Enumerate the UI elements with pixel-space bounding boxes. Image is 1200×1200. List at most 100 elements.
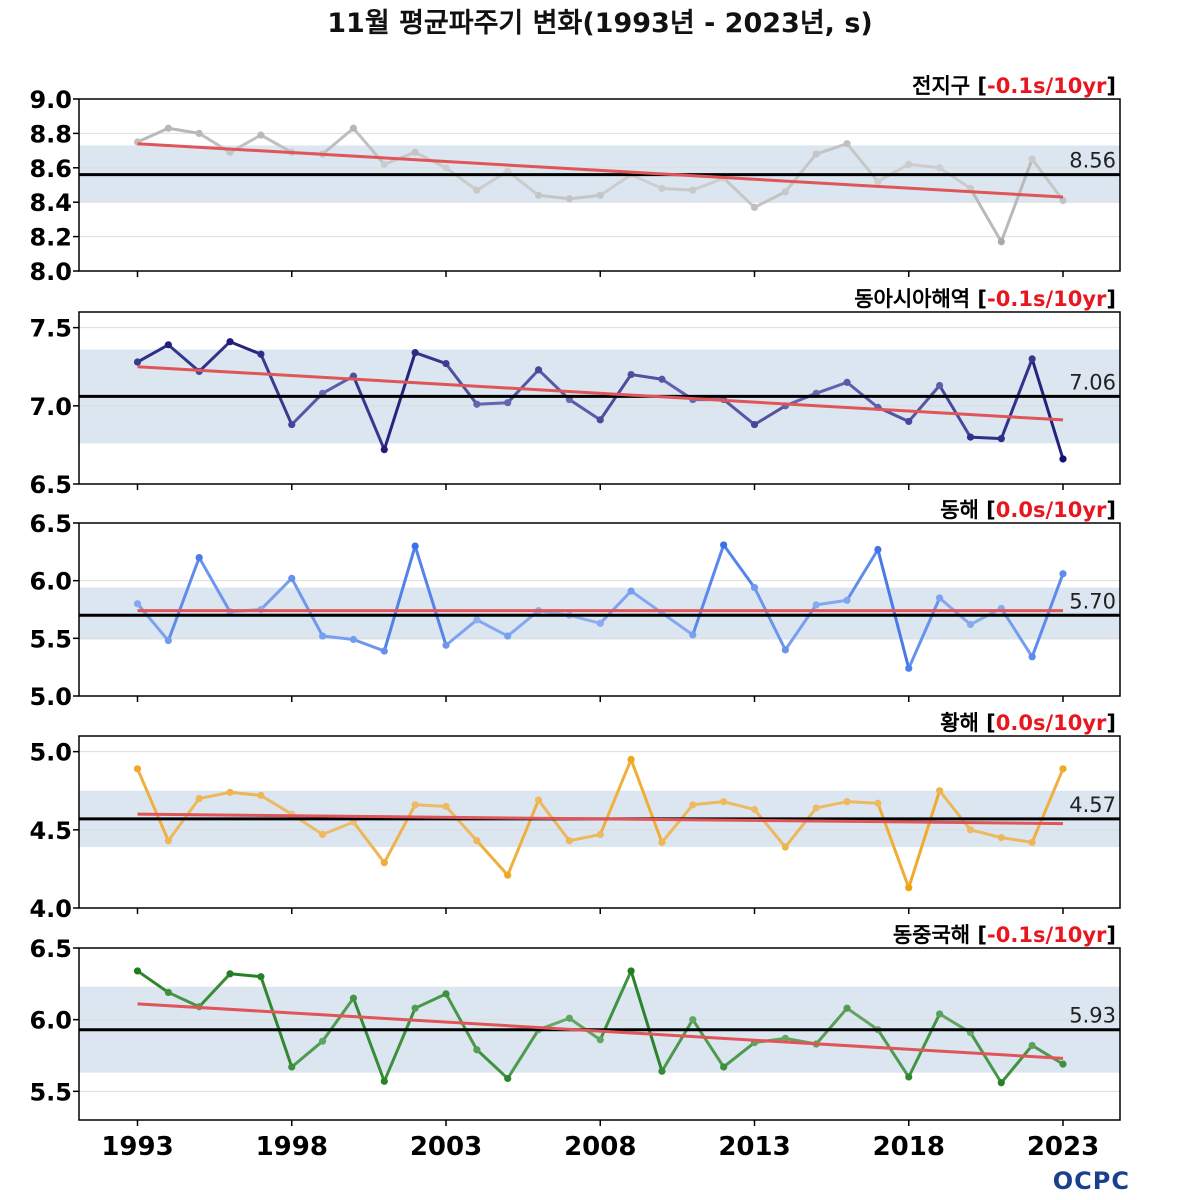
- series-segment: [506, 798, 541, 877]
- series-segment: [567, 833, 602, 843]
- series-segment: [444, 804, 479, 843]
- panel-5: 5.93 5.5 6.0 6.5 동중국해 [-0.1s/10yr]: [29, 923, 1121, 1126]
- series-segment: [136, 969, 170, 994]
- data-point: [627, 370, 635, 379]
- mean-label: 4.57: [1069, 793, 1116, 817]
- series-segment: [413, 544, 448, 647]
- series-segment: [938, 383, 972, 439]
- panel-title: 전지구 [-0.1s/10yr]: [912, 74, 1116, 98]
- series-segment: [753, 404, 787, 427]
- data-point: [689, 631, 697, 639]
- series-segment: [629, 173, 664, 190]
- series-segment: [321, 820, 355, 837]
- series-segment: [753, 807, 787, 849]
- data-point: [1059, 765, 1067, 773]
- series-segment: [598, 173, 633, 197]
- data-point: [658, 838, 666, 846]
- ocpc-logo: OCPC: [1053, 1167, 1130, 1195]
- series-segment: [259, 576, 294, 611]
- series-segment: [814, 380, 849, 395]
- panel-2: 7.06 6.5 7.0 7.5 동아시아해역 [-0.1s/10yr]: [29, 287, 1121, 499]
- series-segment: [506, 1028, 541, 1080]
- data-point: [133, 967, 142, 975]
- data-point: [689, 801, 697, 809]
- series-segment: [968, 828, 1003, 840]
- data-point: [288, 574, 296, 582]
- series-segment: [814, 598, 849, 607]
- data-point: [936, 594, 944, 602]
- data-point: [1059, 196, 1067, 205]
- data-point: [658, 184, 666, 193]
- data-point: [812, 150, 820, 158]
- series-segment: [907, 383, 942, 423]
- data-point: [288, 420, 296, 429]
- series-segment: [999, 157, 1034, 244]
- data-point: [226, 970, 234, 978]
- data-point: [504, 1074, 512, 1083]
- data-point: [565, 837, 574, 845]
- series-segment: [567, 398, 602, 422]
- series-segment: [629, 969, 664, 1073]
- series-segment: [475, 839, 510, 877]
- x-axis: 1993 1998 2003 2008 2013 2018 2023: [101, 1132, 1099, 1162]
- data-point: [720, 1063, 728, 1071]
- data-point: [504, 167, 512, 175]
- data-point: [781, 1034, 789, 1042]
- y-tick-label: 8.8: [29, 120, 72, 148]
- data-point: [905, 417, 913, 426]
- series-segment: [722, 176, 756, 209]
- data-point: [504, 632, 512, 640]
- series-segment: [321, 126, 355, 156]
- series-segment: [968, 186, 1003, 244]
- mean-label: 8.56: [1069, 149, 1116, 173]
- series-segment: [783, 603, 818, 652]
- data-point: [133, 358, 142, 366]
- data-point: [936, 381, 944, 390]
- trend-line: [137, 812, 1064, 826]
- series-segment: [1030, 1043, 1065, 1066]
- data-point: [195, 554, 203, 562]
- data-point: [596, 830, 604, 839]
- series-segment: [444, 166, 479, 192]
- x-tick-label: 2013: [718, 1132, 790, 1162]
- data-point: [133, 765, 142, 773]
- series-segment: [290, 576, 325, 638]
- trend-line: [137, 1002, 1064, 1060]
- data-point: [257, 350, 265, 358]
- series-segment: [413, 803, 448, 808]
- logo-text: OCPC: [1053, 1167, 1130, 1195]
- trend-line: [137, 365, 1064, 422]
- data-point: [319, 1037, 327, 1045]
- data-point: [750, 420, 759, 429]
- data-point: [658, 1067, 666, 1075]
- y-tick-label: 8.0: [29, 258, 72, 286]
- series-segment: [783, 152, 818, 194]
- data-point: [164, 988, 172, 997]
- y-tick-label: 5.5: [29, 1078, 72, 1106]
- data-point: [380, 647, 388, 655]
- series-segment: [968, 1031, 1003, 1085]
- data-point: [349, 635, 358, 644]
- series-segment: [938, 166, 972, 190]
- series-segment: [907, 1012, 942, 1079]
- data-point: [411, 349, 419, 357]
- series-segment: [228, 340, 263, 356]
- data-point: [349, 994, 358, 1002]
- series-segment: [999, 836, 1034, 844]
- data-point: [689, 186, 697, 194]
- series-segment: [1030, 767, 1065, 844]
- data-point: [905, 160, 913, 168]
- series-segment: [999, 357, 1034, 441]
- data-point: [565, 1014, 574, 1022]
- data-point: [1028, 355, 1036, 363]
- series-segment: [814, 1006, 849, 1046]
- data-point: [874, 799, 882, 807]
- series-segment: [907, 789, 942, 890]
- series-segment: [228, 790, 263, 797]
- std-band: [79, 587, 1120, 640]
- data-point: [596, 191, 604, 199]
- data-point: [442, 164, 450, 172]
- y-tick-label: 8.6: [29, 155, 72, 183]
- series-segment: [475, 1048, 510, 1080]
- data-point: [319, 830, 327, 839]
